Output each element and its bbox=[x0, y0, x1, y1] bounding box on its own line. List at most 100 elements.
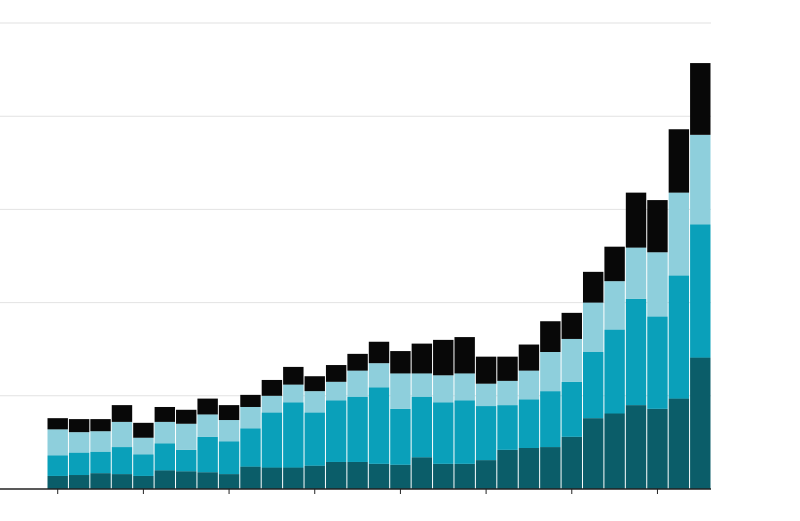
bar-segment bbox=[604, 246, 625, 282]
bar-segment bbox=[497, 405, 518, 450]
bar-segment bbox=[690, 357, 711, 489]
bar-segment bbox=[540, 351, 561, 392]
bar-segment bbox=[411, 343, 433, 374]
bar-segment bbox=[454, 463, 475, 489]
bar-segment bbox=[690, 63, 711, 135]
bar-segment bbox=[625, 298, 647, 406]
bar-segment bbox=[47, 455, 68, 476]
bar-segment bbox=[283, 384, 304, 403]
bar-segment bbox=[261, 467, 283, 489]
bar-segment bbox=[368, 341, 390, 364]
bar-segment bbox=[433, 402, 454, 464]
bar-segment bbox=[433, 463, 454, 489]
bar-segment bbox=[176, 471, 197, 489]
bar-segment bbox=[197, 398, 218, 415]
bar-segment bbox=[197, 436, 218, 473]
bar-segment bbox=[454, 400, 475, 464]
bar-segment bbox=[47, 475, 68, 489]
bar-segment bbox=[518, 447, 540, 489]
bar-segment bbox=[240, 428, 261, 467]
bar-segment bbox=[111, 421, 133, 448]
bar-segment bbox=[475, 356, 497, 384]
bar-segment bbox=[390, 373, 411, 409]
bar-segment bbox=[347, 461, 368, 489]
bar-segment bbox=[133, 422, 154, 438]
bar-segment bbox=[90, 419, 111, 432]
bar-segment bbox=[261, 395, 283, 413]
bar-segment bbox=[390, 351, 411, 374]
bar-segment bbox=[433, 375, 454, 403]
bar-segment bbox=[647, 200, 668, 253]
bar-segment bbox=[582, 302, 604, 352]
bar-segment bbox=[240, 394, 261, 407]
bar-segment bbox=[176, 449, 197, 472]
bar-segment bbox=[647, 316, 668, 409]
bar-segment bbox=[582, 351, 604, 419]
bar-segment bbox=[497, 356, 518, 381]
bar-segment bbox=[47, 429, 68, 456]
bar-segment bbox=[176, 409, 197, 424]
bar-segment bbox=[111, 447, 133, 475]
bar-segment bbox=[497, 380, 518, 406]
bar-segment bbox=[411, 457, 433, 489]
bar-segment bbox=[390, 464, 411, 489]
bar-segment bbox=[154, 470, 176, 489]
bar-segment bbox=[540, 321, 561, 352]
bar-segment bbox=[690, 134, 711, 225]
bar-segment bbox=[197, 414, 218, 437]
bar-segment bbox=[325, 400, 347, 462]
bar-segment bbox=[304, 376, 325, 392]
bar-segment bbox=[540, 391, 561, 448]
bar-segment bbox=[218, 474, 240, 489]
bar-segment bbox=[68, 475, 90, 489]
bar-segment bbox=[68, 452, 90, 476]
bar-segment bbox=[625, 247, 647, 299]
bar-segment bbox=[111, 474, 133, 489]
bar-segment bbox=[90, 473, 111, 489]
bar-segment bbox=[47, 418, 68, 430]
bar-segment bbox=[497, 449, 518, 489]
bar-segment bbox=[411, 373, 433, 397]
bar-segment bbox=[197, 472, 218, 489]
bar-segment bbox=[240, 466, 261, 489]
bar-segment bbox=[561, 312, 582, 339]
bar-segment bbox=[304, 465, 325, 489]
bar-segment bbox=[411, 396, 433, 458]
bar-segment bbox=[561, 381, 582, 437]
bar-segment bbox=[304, 391, 325, 413]
bar-segment bbox=[218, 420, 240, 442]
bar-segment bbox=[668, 275, 690, 399]
bar-segment bbox=[668, 129, 690, 193]
bar-segment bbox=[454, 337, 475, 374]
bar-segment bbox=[690, 224, 711, 358]
bar-segment bbox=[133, 454, 154, 476]
bar-segment bbox=[433, 339, 454, 376]
bar-segment bbox=[604, 281, 625, 330]
bar-segment bbox=[347, 396, 368, 462]
bar-segment bbox=[368, 387, 390, 464]
bar-segment bbox=[625, 192, 647, 248]
bar-segment bbox=[540, 447, 561, 489]
bar-segment bbox=[454, 373, 475, 401]
bar-segment bbox=[283, 366, 304, 385]
bar-segment bbox=[518, 344, 540, 371]
bar-segment bbox=[475, 460, 497, 489]
bar-segment bbox=[154, 421, 176, 444]
bar-segment bbox=[668, 192, 690, 276]
bar-segment bbox=[368, 463, 390, 489]
bar-segment bbox=[261, 412, 283, 468]
bar-segment bbox=[240, 406, 261, 429]
bar-segment bbox=[325, 365, 347, 382]
bar-segment bbox=[133, 437, 154, 455]
bar-segment bbox=[218, 405, 240, 421]
bar-segment bbox=[475, 406, 497, 461]
bar-segment bbox=[176, 423, 197, 450]
bar-segment bbox=[561, 436, 582, 489]
bar-segment bbox=[582, 418, 604, 489]
bar-segment bbox=[604, 329, 625, 414]
bar-segment bbox=[154, 443, 176, 471]
bar-segment bbox=[347, 353, 368, 371]
bar-segment bbox=[283, 402, 304, 468]
bar-segment bbox=[582, 271, 604, 303]
